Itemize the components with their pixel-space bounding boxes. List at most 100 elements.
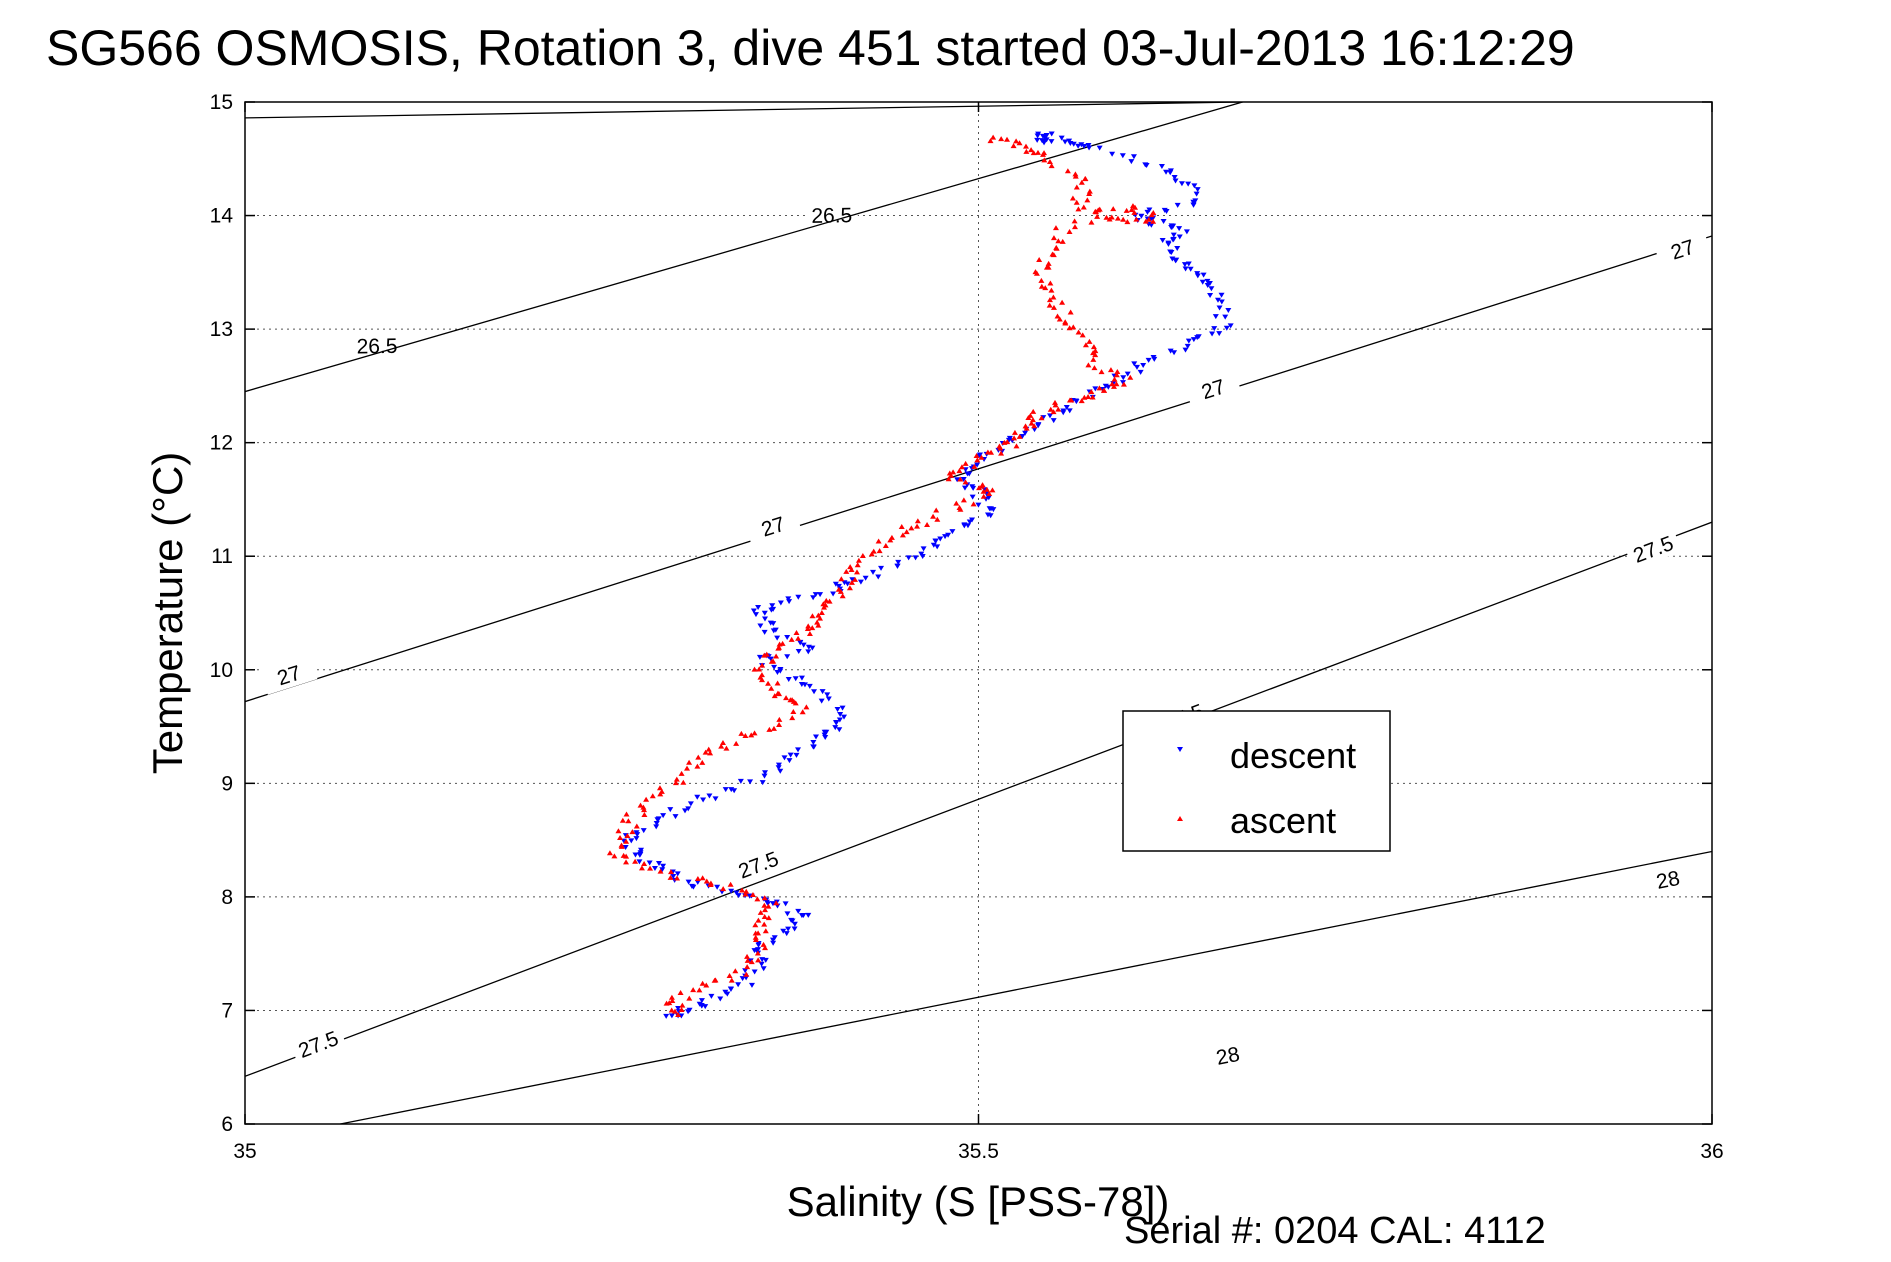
descent-point [686,1007,693,1013]
ascent-point [1039,151,1046,157]
contour-label-bg [805,201,858,228]
ascent-point [1082,342,1089,348]
descent-point [961,485,968,491]
descent-point [945,532,952,538]
descent-point [785,676,792,682]
descent-point [969,494,976,500]
ascent-point [771,693,778,699]
descent-point [1131,361,1138,367]
descent-point [1167,170,1174,176]
ascent-point [744,957,751,963]
contour-label-bg [1639,861,1696,897]
ascent-point [765,680,772,686]
descent-point [844,581,851,587]
descent-point [878,565,885,571]
ascent-point [1013,443,1020,449]
descent-point [1207,293,1214,299]
descent-point [857,579,864,585]
descent-point [1035,423,1042,429]
descent-point [795,747,802,753]
descent-point [769,937,776,943]
descent-point [942,534,949,540]
ascent-point [838,576,845,582]
descent-point [674,871,681,877]
descent-point [1019,434,1026,440]
legend-marker-descent [1177,747,1183,752]
ascent-point [815,622,822,628]
x-tick-label: 35.5 [958,1140,999,1163]
descent-point [984,512,991,518]
descent-point [660,813,667,819]
ascent-point [817,615,824,621]
descent-point [800,642,807,648]
ascent-point [1033,270,1040,276]
ascent-point [624,833,631,839]
descent-point [784,654,791,660]
descent-point [761,773,768,779]
descent-point [810,744,817,750]
gridlines [245,102,1712,1124]
ascent-point [1030,150,1037,156]
descent-point [748,982,755,988]
ascent-point [712,977,719,983]
ascent-point [1064,168,1071,174]
descent-point [714,884,721,890]
ascent-point [1082,176,1089,182]
ascent-point [945,476,952,482]
descent-point [785,926,792,932]
ascent-point [1067,309,1074,315]
ascent-point [1046,158,1053,164]
descent-point [835,583,842,589]
descent-point [817,592,824,598]
descent-point [833,720,840,726]
ascent-point [775,645,782,651]
ascent-point [680,779,687,785]
descent-point [1216,331,1223,337]
descent-point [770,940,777,946]
ascent-point [1079,332,1086,338]
ascent-point [1042,285,1049,291]
descent-point [727,986,734,992]
ascent-point [839,593,846,599]
descent-point [1199,279,1206,285]
descent-point [1176,226,1183,232]
descent-point [1163,169,1170,175]
descent-point [636,859,643,865]
ascent-point [707,750,714,756]
descent-point [1034,137,1041,143]
ascent-point [752,937,759,943]
descent-point [976,452,983,458]
descent-point [685,879,692,885]
ascent-point [663,1000,670,1006]
descent-point [1190,199,1197,205]
ascent-point [695,754,702,760]
ascent-point [647,865,654,871]
descent-point [1227,323,1234,329]
descent-point [1187,266,1194,272]
ascent-point [1131,209,1138,215]
descent-point [1070,141,1077,147]
ascent-point [694,875,701,881]
descent-point [822,734,829,740]
ascent-point [686,995,693,1001]
ascent-point [738,887,745,893]
contour-label-bg [350,331,404,359]
ascent-point [1092,352,1099,358]
descent-point [771,664,778,670]
ascent-point [1066,325,1073,331]
descent-point [761,616,768,622]
descent-point [777,768,784,774]
ascent-point [1030,408,1037,414]
ascent-point [1133,216,1140,222]
y-tick-label: 11 [211,545,233,568]
descent-point [1194,273,1201,279]
descent-point [791,926,798,932]
descent-point [985,495,992,501]
descent-point [1190,337,1197,343]
ascent-point [1055,406,1062,412]
ascent-point [1127,374,1134,380]
ascent-point [1078,179,1085,185]
ascent-point [1101,387,1108,393]
ascent-point [1071,224,1078,230]
